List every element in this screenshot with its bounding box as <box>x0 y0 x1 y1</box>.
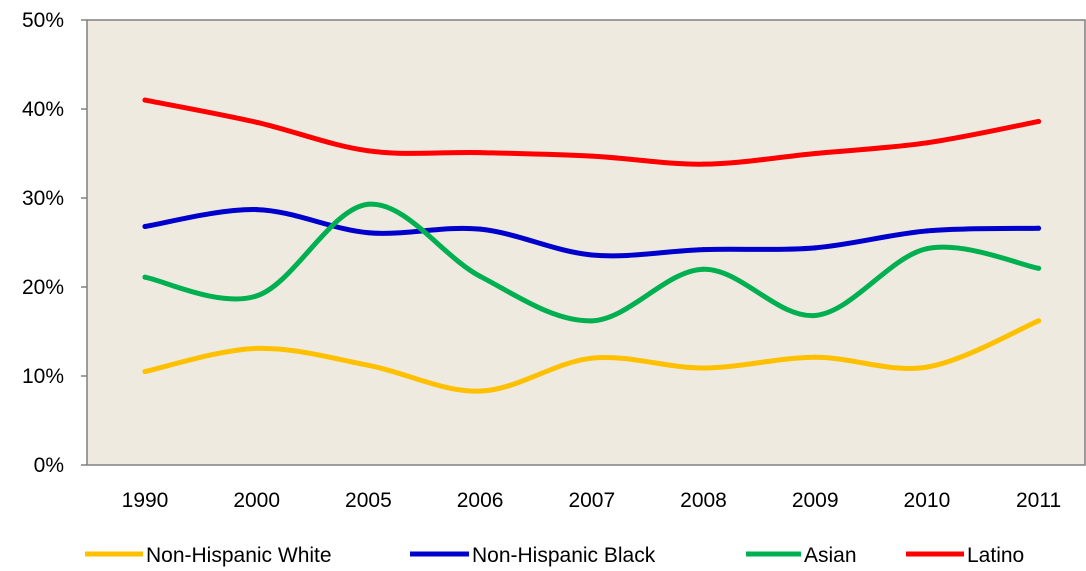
data-point-non-hispanic-black <box>254 207 260 213</box>
data-point-non-hispanic-white <box>1036 318 1042 324</box>
x-tick-label: 1990 <box>122 489 169 512</box>
legend-item-asian: Asian <box>746 544 857 567</box>
data-point-non-hispanic-white <box>477 388 483 394</box>
data-point-asian <box>924 246 930 252</box>
legend-item-non-hispanic-white: Non-Hispanic White <box>85 544 332 567</box>
data-point-non-hispanic-white <box>812 354 818 360</box>
y-tick-label: 0% <box>34 454 64 477</box>
data-point-latino <box>1036 118 1042 124</box>
data-point-latino <box>365 148 371 154</box>
data-point-non-hispanic-white <box>924 364 930 370</box>
y-tick-label: 30% <box>22 187 64 210</box>
legend-item-non-hispanic-black: Non-Hispanic Black <box>410 544 656 567</box>
data-point-asian <box>477 273 483 279</box>
data-point-non-hispanic-black <box>365 230 371 236</box>
x-tick-label: 2006 <box>457 489 504 512</box>
data-point-non-hispanic-white <box>365 362 371 368</box>
data-point-non-hispanic-black <box>589 252 595 258</box>
y-tick-label: 20% <box>22 276 64 299</box>
data-point-non-hispanic-black <box>1036 225 1042 231</box>
legend: Non-Hispanic White Non-Hispanic Black Asia… <box>85 544 1024 567</box>
x-tick-label: 2000 <box>233 489 280 512</box>
data-point-latino <box>924 140 930 146</box>
x-tick-label: 2011 <box>1016 489 1061 512</box>
data-point-latino <box>812 151 818 156</box>
data-point-non-hispanic-black <box>924 228 930 234</box>
data-point-asian <box>812 312 818 318</box>
y-tick-label: 10% <box>22 365 64 388</box>
plot-area <box>86 19 1086 466</box>
data-point-non-hispanic-black <box>701 247 706 253</box>
data-point-asian <box>254 293 260 299</box>
legend-label: Asian <box>804 544 857 567</box>
data-point-asian <box>1036 265 1042 271</box>
x-tick-label: 2005 <box>345 489 392 512</box>
data-point-non-hispanic-black <box>477 226 483 232</box>
data-point-non-hispanic-white <box>142 369 148 375</box>
y-tick-label: 40% <box>22 98 64 121</box>
x-tick-label: 2007 <box>568 489 615 512</box>
y-tick-label: 50% <box>22 9 64 32</box>
y-axis: 0% 10% 20% 30% 40% 50% <box>22 9 87 477</box>
data-point-latino <box>701 161 706 167</box>
x-axis: 1990 2000 2005 2006 2007 2008 2009 2010 2011 <box>122 489 1062 512</box>
data-point-non-hispanic-white <box>254 345 260 351</box>
data-point-latino <box>254 119 260 125</box>
data-point-non-hispanic-white <box>701 365 706 371</box>
data-point-non-hispanic-black <box>812 245 818 251</box>
legend-label: Non-Hispanic White <box>146 544 332 567</box>
legend-item-latino: Latino <box>906 544 1024 567</box>
x-tick-label: 2009 <box>792 489 839 512</box>
series-lines <box>142 97 1042 394</box>
data-point-latino <box>142 97 148 103</box>
data-point-non-hispanic-white <box>589 355 595 361</box>
data-point-latino <box>477 150 483 156</box>
data-point-latino <box>589 153 595 159</box>
data-point-non-hispanic-black <box>142 223 148 229</box>
x-tick-label: 2010 <box>904 489 951 512</box>
data-point-asian <box>142 274 148 280</box>
x-tick-label: 2008 <box>680 489 727 512</box>
data-point-asian <box>589 318 595 324</box>
legend-label: Latino <box>967 544 1024 567</box>
data-point-asian <box>701 266 706 272</box>
legend-label: Non-Hispanic Black <box>472 544 656 567</box>
data-point-asian <box>365 201 371 207</box>
